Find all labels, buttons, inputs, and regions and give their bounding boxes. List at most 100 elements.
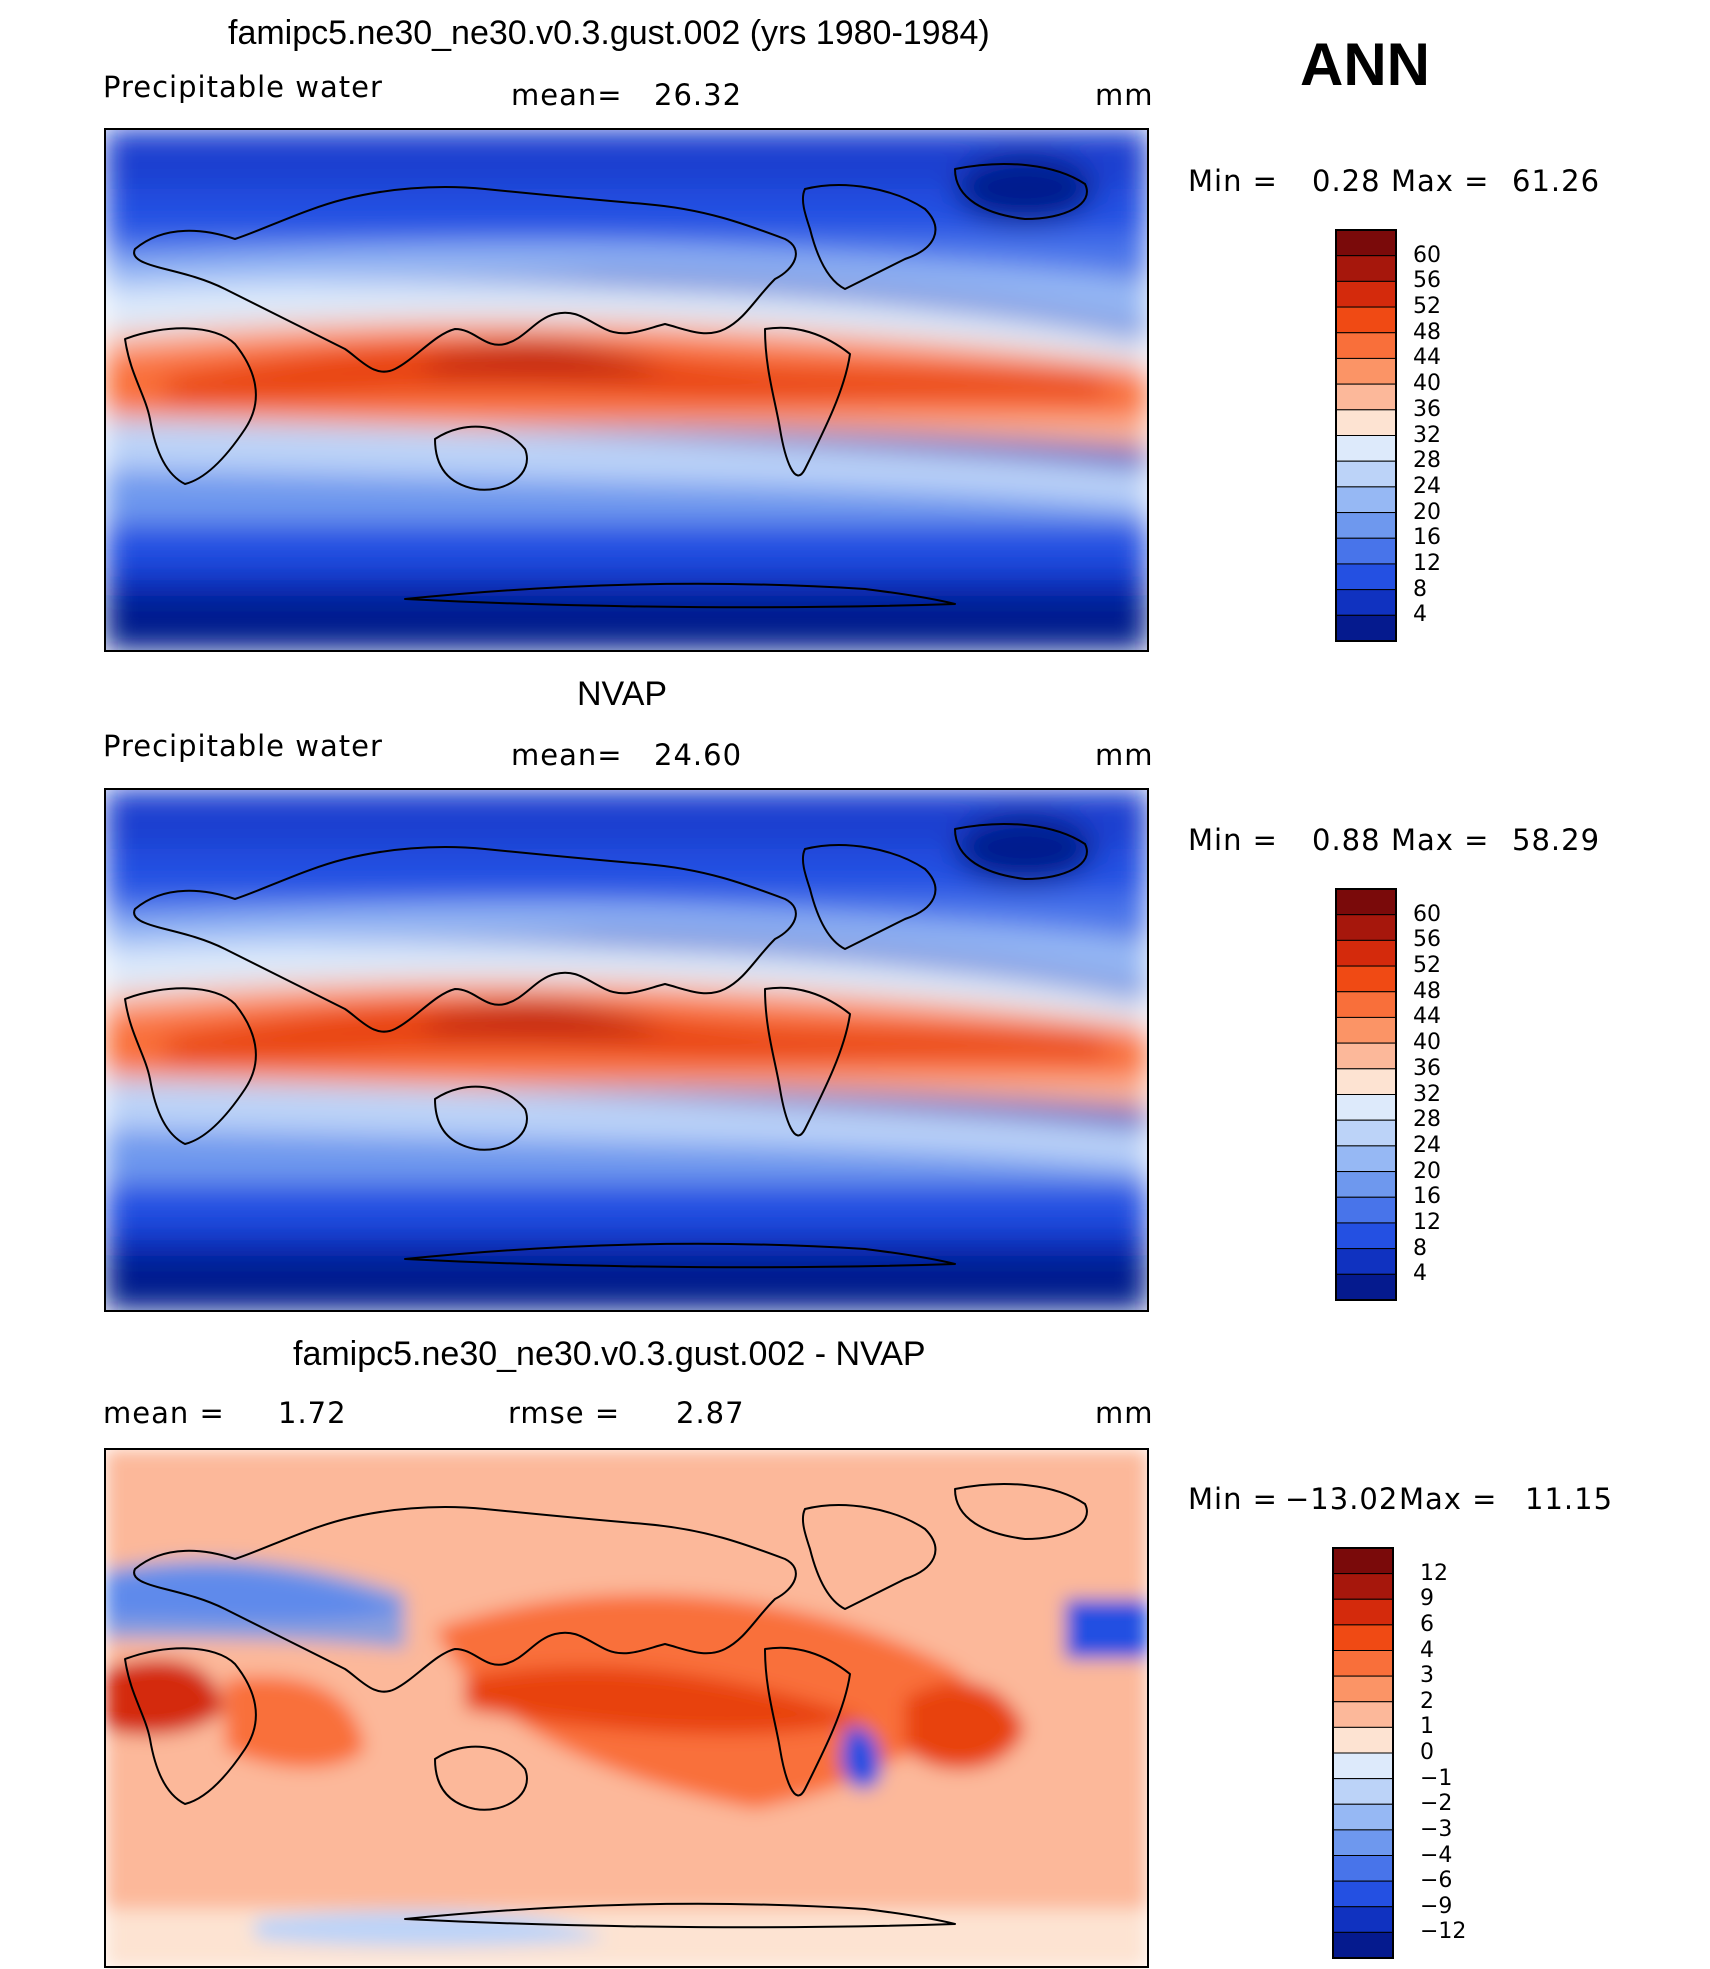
colorbar-1-swatch — [1335, 306, 1397, 334]
colorbar-2-tick-label: 44 — [1413, 1004, 1441, 1030]
panel-2-title: NVAP — [577, 675, 668, 713]
colorbar-1-swatch — [1335, 460, 1397, 488]
colorbar-3-swatch — [1332, 1598, 1394, 1626]
colorbar-2-swatch — [1335, 939, 1397, 967]
colorbar-2-tick-label: 52 — [1413, 953, 1441, 979]
season-label: ANN — [1300, 31, 1430, 98]
panel-3-map — [104, 1448, 1149, 1969]
colorbar-1-tick-label: 8 — [1413, 576, 1427, 602]
colorbar-3-swatch — [1332, 1624, 1394, 1651]
panel-3-max-value: 11.15 — [1525, 1482, 1614, 1516]
panel-1-max-label: Max = — [1391, 164, 1490, 198]
panel-2-mean-label: mean= — [511, 738, 623, 772]
colorbar-3-tick-label: 6 — [1420, 1611, 1434, 1637]
colorbar-2-swatch — [1335, 1273, 1397, 1301]
colorbar-1-swatch — [1335, 383, 1397, 411]
panel-3-title: famipc5.ne30_ne30.v0.3.gust.002 - NVAP — [293, 1335, 926, 1373]
colorbar-2-tick-label: 60 — [1413, 901, 1441, 927]
colorbar-1-tick-label: 56 — [1413, 268, 1441, 294]
colorbar-3-swatch — [1332, 1675, 1394, 1703]
panel-1-min-value: 0.28 — [1312, 164, 1381, 198]
panel-3-units: mm — [1095, 1396, 1154, 1430]
panel-3-min-value: −13.02 — [1285, 1482, 1399, 1516]
colorbar-1-tick-label: 40 — [1413, 371, 1441, 397]
colorbar-3-tick-label: 12 — [1420, 1560, 1448, 1586]
colorbar-3-tick-label: 3 — [1420, 1663, 1434, 1689]
panel-3-rmse-value: 2.87 — [676, 1396, 745, 1430]
colorbar-3-swatch — [1332, 1726, 1394, 1754]
panel-2-units: mm — [1095, 738, 1154, 772]
colorbar-2-tick-label: 16 — [1413, 1184, 1441, 1210]
colorbar-1-swatch — [1335, 280, 1397, 308]
colorbar-3-tick-label: 4 — [1420, 1637, 1434, 1663]
colorbar-2-swatch — [1335, 1171, 1397, 1198]
panel-2-min-label: Min = — [1188, 823, 1278, 857]
colorbar-1-swatch — [1335, 614, 1397, 642]
colorbar-3-swatch — [1332, 1701, 1394, 1728]
colorbar-2-swatch — [1335, 991, 1397, 1018]
colorbar-3-swatch — [1332, 1931, 1394, 1959]
colorbar-2-swatch — [1335, 888, 1397, 916]
colorbar-3-swatch — [1332, 1906, 1394, 1933]
panel-3-min-label: Min = — [1188, 1482, 1278, 1516]
colorbar-2-swatch — [1335, 1016, 1397, 1044]
panel-2-mean-value: 24.60 — [654, 738, 743, 772]
colorbar-1-tick-label: 4 — [1413, 602, 1427, 628]
colorbar-1-tick-label: 12 — [1413, 550, 1441, 576]
colorbar-1-swatch — [1335, 563, 1397, 591]
colorbar-2-swatch — [1335, 1119, 1397, 1147]
panel-1-max-value: 61.26 — [1512, 164, 1601, 198]
colorbar-2-frame — [1335, 888, 1397, 1301]
colorbar-3-frame — [1332, 1547, 1394, 1959]
colorbar-3-swatch — [1332, 1547, 1394, 1575]
colorbar-2-swatch — [1335, 1222, 1397, 1250]
colorbar-2-swatch — [1335, 1068, 1397, 1095]
colorbar-2-swatch — [1335, 1196, 1397, 1224]
colorbar-1-swatch — [1335, 229, 1397, 257]
colorbar-3-swatch — [1332, 1855, 1394, 1882]
colorbar-1-tick-label: 44 — [1413, 345, 1441, 371]
colorbar-1-tick-label: 32 — [1413, 422, 1441, 448]
panel-3-mean-label: mean = — [103, 1396, 225, 1430]
colorbar-1-tick-label: 28 — [1413, 448, 1441, 474]
panel-1-mean-label: mean= — [511, 78, 623, 112]
colorbar-1-swatch — [1335, 589, 1397, 616]
colorbar-1-swatch — [1335, 512, 1397, 539]
colorbar-2-tick-label: 36 — [1413, 1055, 1441, 1081]
colorbar-1-swatch — [1335, 537, 1397, 565]
colorbar-2-tick-label: 32 — [1413, 1081, 1441, 1107]
colorbar-3-tick-label: 1 — [1420, 1714, 1434, 1740]
colorbar-3-tick-label: −3 — [1420, 1816, 1453, 1842]
colorbar-3-swatch — [1332, 1829, 1394, 1856]
panel-3-max-label: Max = — [1399, 1482, 1498, 1516]
colorbar-3-swatch — [1332, 1650, 1394, 1677]
colorbar-3-tick-label: −2 — [1420, 1791, 1453, 1817]
colorbar-2-tick-label: 28 — [1413, 1107, 1441, 1133]
colorbar-1-tick-label: 48 — [1413, 319, 1441, 345]
panel-2-max-label: Max = — [1391, 823, 1490, 857]
colorbar-2-tick-label: 20 — [1413, 1158, 1441, 1184]
colorbar-1-swatch — [1335, 409, 1397, 436]
colorbar-2-swatch — [1335, 914, 1397, 941]
colorbar-3-tick-label: 0 — [1420, 1740, 1434, 1765]
colorbar-3-tick-label: 2 — [1420, 1688, 1434, 1714]
panel-1-units: mm — [1095, 78, 1154, 112]
panel-2-min-value: 0.88 — [1312, 823, 1381, 857]
colorbar-2-swatch — [1335, 1042, 1397, 1070]
colorbar-1-swatch — [1335, 357, 1397, 385]
colorbar-1-frame — [1335, 229, 1397, 642]
colorbar-3-tick-label: −1 — [1420, 1765, 1453, 1791]
colorbar-2-tick-label: 48 — [1413, 978, 1441, 1004]
colorbar-1-swatch — [1335, 332, 1397, 359]
panel-2-field-label: Precipitable water — [103, 729, 383, 763]
colorbar-2-tick-label: 24 — [1413, 1132, 1441, 1158]
colorbar-3-swatch — [1332, 1778, 1394, 1805]
colorbar-2-swatch — [1335, 1145, 1397, 1173]
colorbar-1-tick-label: 60 — [1413, 242, 1441, 268]
colorbar-3-tick-label: 9 — [1420, 1586, 1434, 1612]
colorbar-2-swatch — [1335, 1094, 1397, 1121]
colorbar-1-swatch — [1335, 486, 1397, 514]
colorbar-3-swatch — [1332, 1880, 1394, 1908]
colorbar-1-swatch — [1335, 435, 1397, 462]
